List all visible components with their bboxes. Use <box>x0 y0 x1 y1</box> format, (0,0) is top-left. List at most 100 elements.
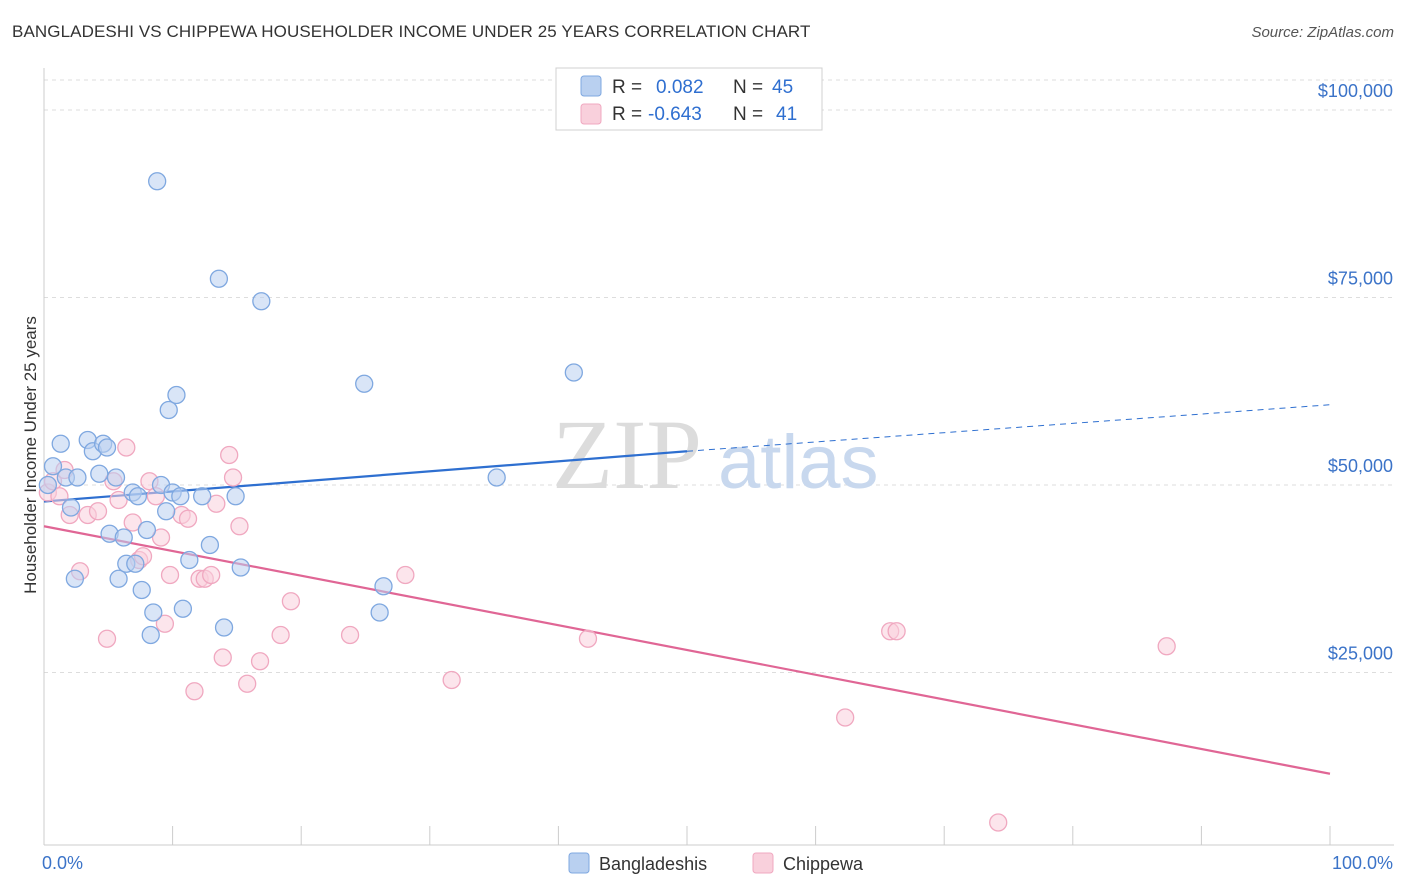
x-tick-labels: 0.0% 100.0% <box>42 853 1393 873</box>
legend-n-value-1: 45 <box>772 77 793 98</box>
point-chippewa-38 <box>578 629 598 648</box>
point-bangladeshis-26 <box>157 502 176 521</box>
bottom-legend-swatch-bangladeshis <box>568 852 590 874</box>
legend-n-value-2: 41 <box>776 104 797 125</box>
point-chippewa-35 <box>340 625 360 645</box>
point-chippewa-22 <box>185 682 204 701</box>
point-bangladeshis-24 <box>148 172 167 191</box>
bottom-legend: Bangladeshis Chippewa <box>568 852 864 874</box>
point-chippewa-29 <box>223 468 243 487</box>
point-bangladeshis-27 <box>159 400 178 420</box>
legend-r-label-2: R = <box>612 104 642 125</box>
legend-r-label-1: R = <box>612 77 642 98</box>
point-bangladeshis-37 <box>226 487 245 506</box>
watermark-atlas: atlas <box>718 420 879 505</box>
legend-r-value-2: -0.643 <box>648 104 702 125</box>
point-chippewa-19 <box>160 565 180 585</box>
point-bangladeshis-29 <box>167 385 186 405</box>
point-bangladeshis-40 <box>355 374 374 393</box>
y-tick-labels: $25,000 $50,000 $75,000 $100,000 <box>1318 81 1393 664</box>
point-bangladeshis-30 <box>171 487 190 506</box>
x-tick-label-min: 0.0% <box>42 853 83 873</box>
legend-swatch-bangladeshis <box>580 75 602 97</box>
grid-lines <box>44 79 1394 673</box>
legend-n-label-1: N = <box>733 77 763 98</box>
point-bangladeshis-33 <box>193 487 212 506</box>
legend-swatch-chippewa <box>580 103 602 125</box>
point-chippewa-7 <box>88 502 108 521</box>
point-bangladeshis-44 <box>564 363 583 382</box>
point-bangladeshis-38 <box>231 558 250 577</box>
point-bangladeshis-6 <box>68 468 87 487</box>
point-bangladeshis-15 <box>114 528 133 547</box>
point-chippewa-17 <box>151 528 171 547</box>
legend-r-value-1: 0.082 <box>656 77 704 98</box>
bottom-legend-label-bangladeshis: Bangladeshis <box>599 854 707 874</box>
point-chippewa-27 <box>213 648 232 667</box>
point-bangladeshis-43 <box>487 468 506 487</box>
point-chippewa-31 <box>238 674 257 693</box>
point-chippewa-2 <box>50 487 69 506</box>
bottom-legend-swatch-chippewa <box>752 852 774 874</box>
chart-source: Source: ZipAtlas.com <box>1251 24 1394 41</box>
point-chippewa-8 <box>97 629 117 648</box>
point-bangladeshis-5 <box>65 569 85 588</box>
point-chippewa-26 <box>207 494 226 513</box>
point-bangladeshis-21 <box>137 520 157 540</box>
trend-line-bangladeshis-extension <box>686 404 1331 452</box>
point-bangladeshis-34 <box>200 535 220 555</box>
watermark: ZIP atlas <box>552 399 879 510</box>
x-tick-label-max: 100.0% <box>1332 853 1393 873</box>
point-chippewa-18 <box>155 614 175 633</box>
point-bangladeshis-32 <box>180 550 199 570</box>
point-bangladeshis-19 <box>128 487 148 506</box>
legend-n-label-2: N = <box>733 104 763 125</box>
point-bangladeshis-0 <box>38 475 58 495</box>
watermark-zip: ZIP <box>552 399 702 510</box>
point-chippewa-36 <box>396 565 415 585</box>
point-chippewa-21 <box>178 509 198 528</box>
point-bangladeshis-31 <box>173 599 193 618</box>
point-bangladeshis-18 <box>126 554 145 573</box>
point-chippewa-12 <box>123 513 142 532</box>
point-bangladeshis-22 <box>141 625 160 645</box>
point-chippewa-25 <box>202 565 221 585</box>
point-bangladeshis-9 <box>90 464 109 483</box>
y-tick-label-2: $75,000 <box>1328 269 1393 289</box>
axes <box>43 68 1394 846</box>
y-tick-label-1: $50,000 <box>1328 456 1393 476</box>
point-chippewa-30 <box>230 517 249 536</box>
point-chippewa-41 <box>887 622 906 641</box>
point-chippewa-39 <box>836 708 855 727</box>
data-points <box>38 172 1176 832</box>
point-bangladeshis-41 <box>370 603 389 622</box>
chart-title: BANGLADESHI VS CHIPPEWA HOUSEHOLDER INCO… <box>12 22 811 41</box>
trend-line-chippewa <box>43 525 1331 775</box>
point-chippewa-11 <box>117 438 136 457</box>
point-chippewa-28 <box>220 445 239 465</box>
point-chippewa-34 <box>281 592 301 611</box>
y-tick-label-3: $100,000 <box>1318 81 1393 101</box>
y-tick-label-0: $25,000 <box>1328 644 1393 664</box>
point-bangladeshis-36 <box>214 618 234 637</box>
point-bangladeshis-23 <box>144 603 163 622</box>
point-bangladeshis-20 <box>132 580 151 600</box>
point-chippewa-33 <box>271 625 290 645</box>
point-chippewa-43 <box>1157 637 1176 656</box>
legend: R = 0.082 N = 45 R = -0.643 N = 41 <box>555 67 823 131</box>
point-bangladeshis-11 <box>97 438 117 457</box>
point-bangladeshis-1 <box>43 457 63 476</box>
y-axis-label: Householder Income Under 25 years <box>21 316 40 594</box>
point-bangladeshis-42 <box>374 577 393 596</box>
bottom-legend-label-chippewa: Chippewa <box>783 854 864 874</box>
point-chippewa-42 <box>989 813 1008 832</box>
point-chippewa-37 <box>442 670 461 690</box>
point-chippewa-10 <box>109 490 128 510</box>
point-bangladeshis-35 <box>209 269 229 288</box>
point-bangladeshis-39 <box>252 292 271 311</box>
point-bangladeshis-4 <box>61 498 81 517</box>
point-chippewa-32 <box>250 652 270 671</box>
point-bangladeshis-2 <box>51 434 70 453</box>
point-bangladeshis-14 <box>109 569 128 588</box>
